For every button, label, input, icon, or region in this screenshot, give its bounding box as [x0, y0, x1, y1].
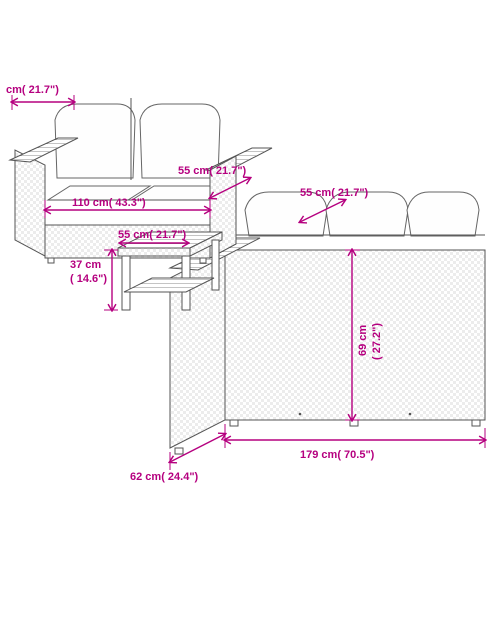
- svg-text:179 cm( 70.5"): 179 cm( 70.5"): [300, 449, 375, 461]
- svg-text:110 cm( 43.3"): 110 cm( 43.3"): [72, 197, 146, 209]
- svg-text:69 cm: 69 cm: [357, 325, 369, 356]
- dim-label: 110 cm: [72, 197, 109, 209]
- svg-text:55 cm( 21.7"): 55 cm( 21.7"): [300, 187, 369, 199]
- dim-table-height: 37 cm ( 14.6"): [70, 250, 118, 310]
- dim-table-top: 55 cm( 21.7"): [118, 229, 188, 243]
- dim-top-left-depth: cm( 21.7"): [6, 84, 74, 110]
- svg-text:55 cm( 21.7"): 55 cm( 21.7"): [178, 165, 247, 177]
- dim-big-width: 179 cm( 70.5"): [225, 428, 485, 461]
- svg-text:37 cm: 37 cm: [70, 259, 101, 271]
- dim-label: cm( 21.7"): [6, 84, 59, 96]
- svg-text:( 27.2"): ( 27.2"): [371, 323, 383, 360]
- svg-text:55 cm( 21.7"): 55 cm( 21.7"): [118, 229, 187, 241]
- svg-text:62 cm( 24.4"): 62 cm( 24.4"): [130, 471, 199, 483]
- dimension-drawing: cm( 21.7") 110 cm( 43.3") 55 cm( 21.7") …: [0, 0, 500, 641]
- svg-text:( 14.6"): ( 14.6"): [70, 273, 107, 285]
